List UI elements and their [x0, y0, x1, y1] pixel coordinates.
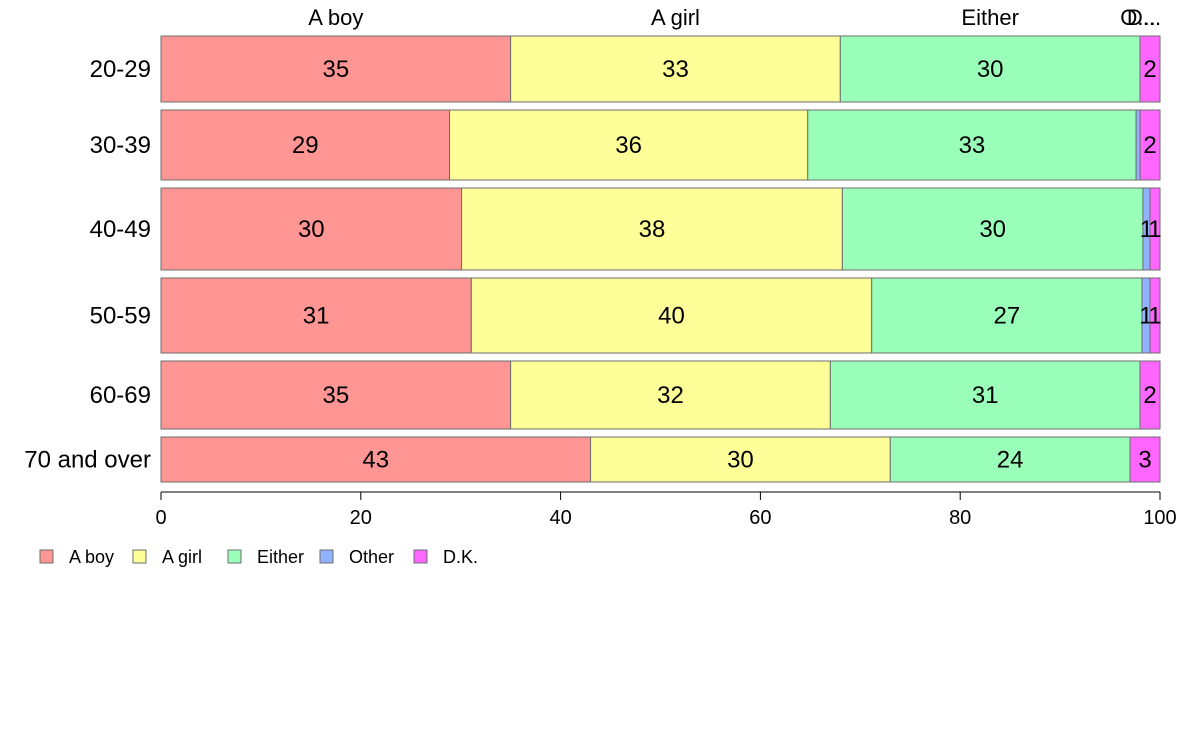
value-label-30-39-a-girl: 36: [615, 132, 642, 159]
bar-60-69-a-girl: [510, 360, 831, 430]
bar-30-39-a-girl: [449, 109, 809, 181]
bar-60-69-either: [829, 360, 1141, 430]
bar-20-29-a-boy: [160, 35, 512, 103]
value-label-50-59-a-boy: 31: [303, 303, 330, 330]
bar-50-59-either: [871, 277, 1143, 354]
bar-40-49-d-k: [1149, 187, 1161, 271]
value-label-60-69-either: 31: [972, 382, 999, 409]
legend-swatch-a-boy: [39, 549, 54, 564]
value-label-50-59-either: 27: [993, 303, 1020, 330]
value-label-70-and-over-a-girl: 30: [727, 447, 754, 474]
legend: A boy A girl Either Other D.K.: [39, 547, 478, 567]
value-label-50-59-d-k: 1: [1148, 303, 1161, 330]
top-label-1: A girl: [651, 5, 700, 30]
value-label-60-69-a-girl: 32: [657, 382, 684, 409]
value-label-20-29-d-k: 2: [1143, 56, 1156, 83]
bar-70-and-over-a-boy: [160, 436, 592, 483]
category-label-40-49: 40-49: [90, 216, 151, 243]
category-label-50-59: 50-59: [90, 303, 151, 330]
x-tick-label-80: 80: [949, 507, 971, 529]
value-label-20-29-either: 30: [977, 56, 1004, 83]
bar-20-29-d-k: [1139, 35, 1161, 103]
legend-label-a-boy: A boy: [69, 547, 114, 567]
bar-20-29-either: [839, 35, 1141, 103]
bar-70-and-over-d-k: [1129, 436, 1161, 483]
category-label-30-39: 30-39: [90, 132, 151, 159]
top-label-0: A boy: [308, 5, 363, 30]
value-label-20-29-a-girl: 33: [662, 56, 689, 83]
x-tick-label-0: 0: [155, 507, 166, 529]
value-label-40-49-d-k: 1: [1148, 216, 1161, 243]
legend-swatch-other: [319, 549, 334, 564]
value-label-50-59-a-girl: 40: [658, 303, 685, 330]
value-label-70-and-over-either: 24: [997, 447, 1024, 474]
bar-50-59-d-k: [1149, 277, 1161, 354]
value-label-20-29-a-boy: 35: [322, 56, 349, 83]
value-label-60-69-d-k: 2: [1143, 382, 1156, 409]
bar-40-49-a-girl: [461, 187, 843, 271]
top-label-2: Either: [961, 5, 1018, 30]
value-label-70-and-over-a-boy: 43: [362, 447, 389, 474]
category-label-20-29: 20-29: [90, 56, 151, 83]
value-label-30-39-either: 33: [959, 132, 986, 159]
top-label-4: D...: [1127, 5, 1161, 30]
x-tick-label-40: 40: [549, 507, 571, 529]
bar-50-59-a-girl: [470, 277, 873, 354]
x-tick-label-100: 100: [1143, 507, 1176, 529]
bar-20-29-a-girl: [510, 35, 841, 103]
top-label-3: O...: [1120, 5, 1155, 30]
bar-30-39-either: [807, 109, 1137, 181]
bar-40-49-a-boy: [160, 187, 463, 271]
value-label-30-39-a-boy: 29: [292, 132, 319, 159]
value-label-60-69-a-boy: 35: [322, 382, 349, 409]
legend-label-other: Other: [349, 547, 394, 567]
legend-swatch-a-girl: [132, 549, 147, 564]
legend-label-d-k: D.K.: [443, 547, 478, 567]
category-label-60-69: 60-69: [90, 382, 151, 409]
value-label-40-49-either: 30: [979, 216, 1006, 243]
top-series-labels: A boy A girl Either O...D...: [308, 5, 1161, 30]
value-label-70-and-over-d-k: 3: [1138, 447, 1151, 474]
bar-30-39-other: [1135, 109, 1141, 181]
x-tick-label-60: 60: [749, 507, 771, 529]
value-label-40-49-a-girl: 38: [639, 216, 666, 243]
legend-swatch-either: [227, 549, 242, 564]
bar-30-39-d-k: [1139, 109, 1161, 181]
value-label-30-39-d-k: 2: [1143, 132, 1156, 159]
bar-40-49-either: [841, 187, 1144, 271]
x-tick-label-20: 20: [350, 507, 372, 529]
category-labels: 20-29 30-39 40-49 50-59 60-69 70 and over: [24, 56, 151, 474]
bar-70-and-over-either: [889, 436, 1131, 483]
value-label-50-59-other: 1: [1139, 303, 1152, 330]
value-label-40-49-a-boy: 30: [298, 216, 325, 243]
bar-50-59-a-boy: [160, 277, 472, 354]
legend-label-a-girl: A girl: [162, 547, 202, 567]
category-label-70-and-over: 70 and over: [24, 447, 151, 474]
bar-30-39-a-boy: [160, 109, 451, 181]
legend-swatch-d-k: [413, 549, 428, 564]
bar-60-69-d-k: [1139, 360, 1161, 430]
x-axis: 0 20 40 60 80 100: [155, 491, 1177, 529]
legend-label-either: Either: [257, 547, 304, 567]
